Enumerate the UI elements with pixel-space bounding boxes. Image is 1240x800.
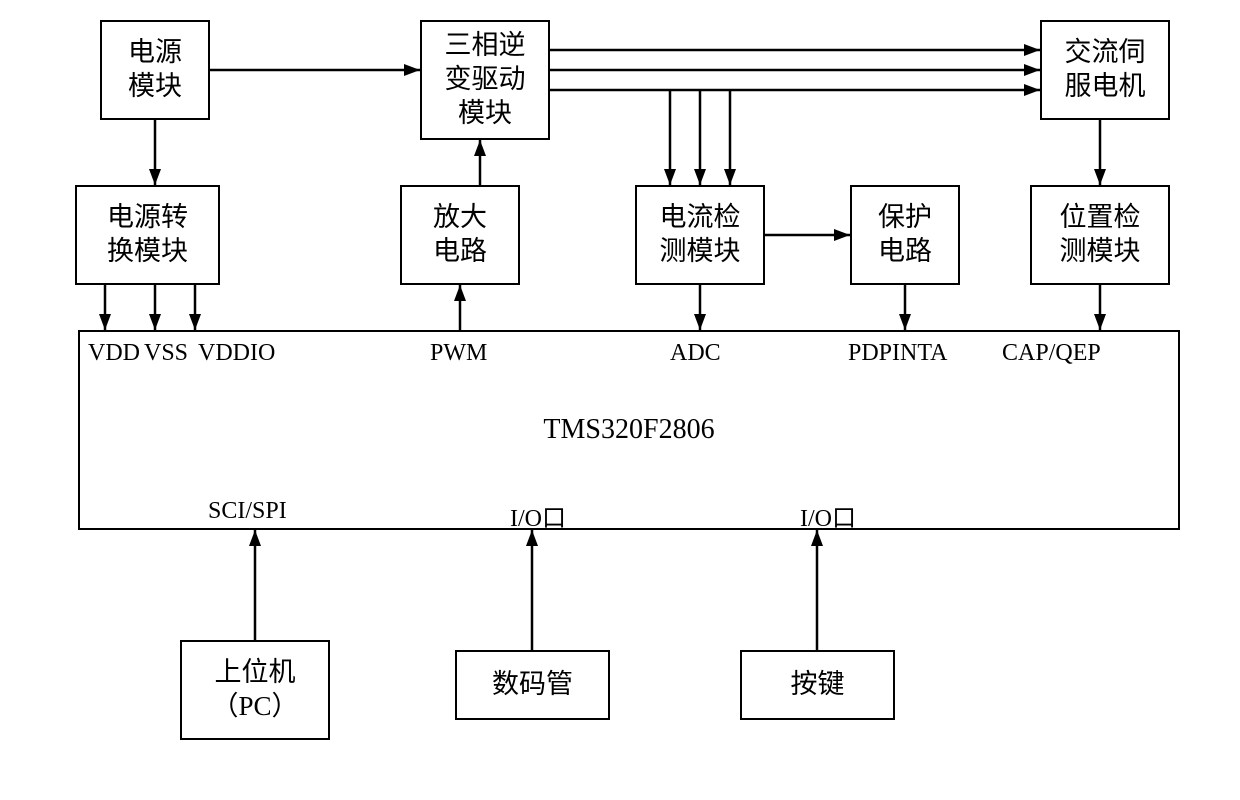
node-label: 电源转 换模块 <box>107 201 188 269</box>
node-label: 位置检 测模块 <box>1060 201 1141 269</box>
node-protection-circuit: 保护 电路 <box>850 185 960 285</box>
node-buttons: 按键 <box>740 650 895 720</box>
node-label: 上位机 （PC） <box>211 656 298 724</box>
node-label: 保护 电路 <box>878 201 932 269</box>
node-label: 数码管 <box>492 668 573 702</box>
mcu-pin-label: SCI/SPI <box>208 498 287 525</box>
mcu-pin-label: ADC <box>670 340 721 367</box>
node-ac-servo-motor: 交流伺 服电机 <box>1040 20 1170 120</box>
node-label: 按键 <box>791 668 845 702</box>
node-amplifier-circuit: 放大 电路 <box>400 185 520 285</box>
mcu-pin-label: I/O口 <box>800 498 856 533</box>
node-power-conversion: 电源转 换模块 <box>75 185 220 285</box>
node-position-detection: 位置检 测模块 <box>1030 185 1170 285</box>
node-label: 三相逆 变驱动 模块 <box>445 29 526 130</box>
mcu-pin-label: CAP/QEP <box>1002 340 1101 367</box>
diagram-canvas: 电源 模块 三相逆 变驱动 模块 交流伺 服电机 电源转 换模块 放大 电路 电… <box>0 0 1240 800</box>
node-label: 放大 电路 <box>433 201 487 269</box>
node-current-detection: 电流检 测模块 <box>635 185 765 285</box>
mcu-pin-label: I/O口 <box>510 498 566 533</box>
mcu-pin-label: VSS <box>144 340 188 367</box>
node-inverter-module: 三相逆 变驱动 模块 <box>420 20 550 140</box>
mcu-pin-label: VDDIO <box>198 340 275 367</box>
node-seven-segment: 数码管 <box>455 650 610 720</box>
node-label: 电流检 测模块 <box>660 201 741 269</box>
node-power-module: 电源 模块 <box>100 20 210 120</box>
mcu-pin-label: VDD <box>88 340 140 367</box>
mcu-pin-label: PWM <box>430 340 487 367</box>
mcu-pin-label: PDPINTA <box>848 340 947 367</box>
node-host-pc: 上位机 （PC） <box>180 640 330 740</box>
node-label: 交流伺 服电机 <box>1065 36 1146 104</box>
node-label: 电源 模块 <box>128 36 182 104</box>
mcu-center-label: TMS320F2806 <box>529 414 729 446</box>
